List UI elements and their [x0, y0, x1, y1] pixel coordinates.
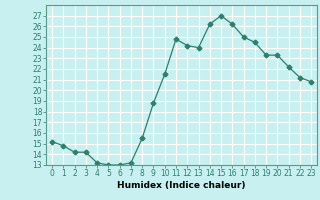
- X-axis label: Humidex (Indice chaleur): Humidex (Indice chaleur): [117, 181, 246, 190]
